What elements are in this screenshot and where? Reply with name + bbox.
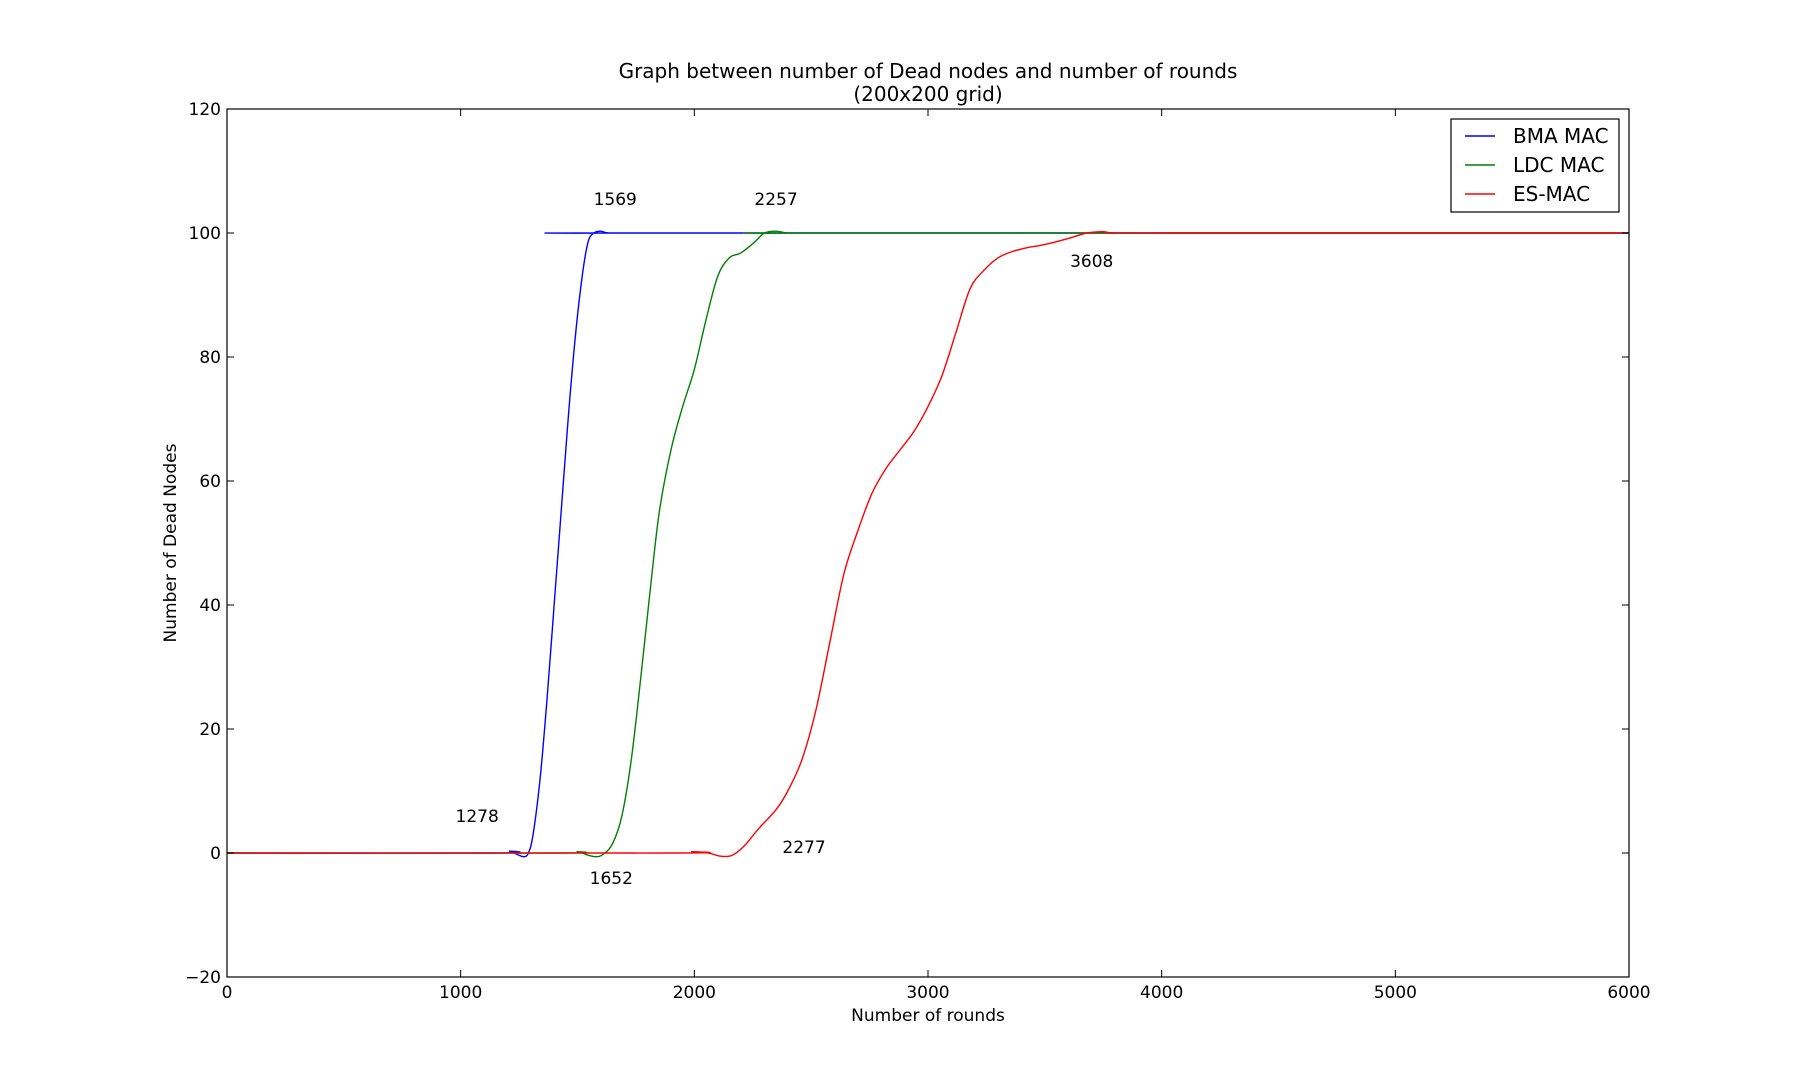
plot-area: 0 1000 2000 3000 4000 5000 6000−20020406080100… xyxy=(185,100,1651,1003)
y-tick-label: 100 xyxy=(189,224,221,244)
annotation-label: 1569 xyxy=(594,190,637,210)
chart-title: Graph between number of Dead nodes and n… xyxy=(619,59,1238,83)
annotation-label: 3608 xyxy=(1070,252,1113,272)
legend: BMA MAC LDC MAC ES-MAC xyxy=(1450,118,1620,213)
x-tick-label: 2000 xyxy=(673,983,716,1003)
x-tick-label: 3000 xyxy=(906,983,949,1003)
series-line-es-mac xyxy=(226,231,1629,858)
annotation-layer: 1569 2257 3608 1278 2277 1652 xyxy=(456,190,1114,889)
x-tick-label: 5000 xyxy=(1374,983,1417,1003)
x-axis-label: Number of rounds xyxy=(851,1006,1005,1026)
legend-label-bma-mac: BMA MAC xyxy=(1513,124,1609,148)
annotation-label: 1652 xyxy=(590,869,633,889)
x-tick-label: 6000 xyxy=(1607,983,1650,1003)
y-tick-label: 120 xyxy=(189,100,221,120)
y-tick-label: 20 xyxy=(199,720,221,740)
annotation-label: 2277 xyxy=(782,838,825,858)
x-tick-label: 0 xyxy=(222,983,233,1003)
x-tick-label: 1000 xyxy=(439,983,482,1003)
y-tick-label: 60 xyxy=(199,472,221,492)
tick-layer: 0 1000 2000 3000 4000 5000 6000−20020406080100… xyxy=(185,100,1651,1003)
x-tick-label: 4000 xyxy=(1140,983,1183,1003)
legend-label-es-mac: ES-MAC xyxy=(1513,182,1590,206)
series-layer xyxy=(226,230,1629,858)
chart-subtitle: (200x200 grid) xyxy=(853,82,1002,106)
series-line-ldc-mac xyxy=(226,230,1629,858)
annotation-label: 1278 xyxy=(456,807,499,827)
y-axis-label: Number of Dead Nodes xyxy=(161,443,181,642)
legend-label-ldc-mac: LDC MAC xyxy=(1513,153,1604,177)
plot-frame xyxy=(226,108,1630,978)
y-tick-label: 40 xyxy=(199,596,221,616)
annotation-label: 2257 xyxy=(754,190,797,210)
y-tick-label: 0 xyxy=(210,844,221,864)
series-line-bma-mac xyxy=(226,230,1629,858)
y-tick-label: 80 xyxy=(199,348,221,368)
y-tick-label: −20 xyxy=(185,968,221,988)
